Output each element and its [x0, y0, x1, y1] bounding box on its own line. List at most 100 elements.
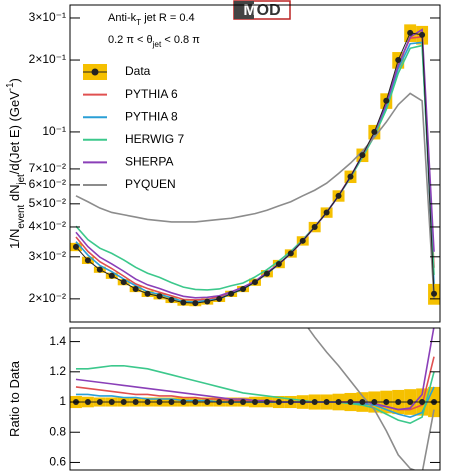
y-axis-label-part: Ratio to Data [7, 360, 22, 437]
data-point [240, 399, 247, 406]
y-tick-label: 2×10⁻¹ [29, 52, 66, 66]
logo-text: MOD [243, 2, 280, 19]
data-point [108, 272, 115, 279]
y-tick-label: 6×10⁻² [29, 177, 66, 191]
y-axis-label-part: -1 [5, 82, 16, 91]
data-point [72, 243, 79, 250]
legend-label: PYTHIA 8 [125, 109, 178, 123]
data-point [311, 223, 318, 230]
data-point [263, 270, 270, 277]
y-axis-label-part: 1/N [7, 229, 22, 249]
data-point [335, 399, 342, 406]
y-axis-label-part: jet [16, 174, 27, 186]
data-point [419, 399, 426, 406]
annotation-part: < 0.8 π [161, 34, 200, 46]
model-line [75, 92, 435, 299]
annotation-part: jet [152, 40, 162, 49]
data-point [347, 399, 354, 406]
data-point [263, 399, 270, 406]
data-point [299, 399, 306, 406]
y-tick-label: 3×10⁻² [29, 249, 66, 263]
data-point [96, 399, 103, 406]
data-point [228, 290, 235, 297]
data-point [192, 300, 199, 307]
data-point [144, 399, 151, 406]
y-tick-label: 1 [59, 394, 66, 408]
y-axis-label-part: /d(Jet E) (GeV [7, 91, 22, 174]
y-axis-label-part: ) [7, 78, 22, 82]
data-point [228, 399, 235, 406]
data-point [144, 290, 151, 297]
data-point [407, 399, 414, 406]
data-point [395, 57, 402, 64]
data-point [287, 399, 294, 406]
data-point [275, 399, 282, 406]
y-axis-label-part: dN [7, 185, 22, 205]
data-point [323, 209, 330, 216]
legend-label: HERWIG 7 [125, 132, 184, 146]
annotation: Anti-kT jet R = 0.4 [108, 12, 195, 27]
data-point [419, 31, 426, 38]
y-axis-label: Ratio to Data [7, 360, 22, 437]
legend-label: PYQUEN [125, 177, 176, 191]
data-point [431, 290, 438, 297]
axes-frame [69, 327, 441, 471]
data-point [156, 399, 163, 406]
data-point [180, 399, 187, 406]
model-line [307, 328, 435, 470]
data-point [108, 399, 115, 406]
data-point [323, 399, 330, 406]
axes-frame [69, 4, 441, 323]
plot-area [70, 24, 440, 307]
model-line [75, 364, 435, 425]
data-point [371, 399, 378, 406]
data-point [168, 399, 175, 406]
annotation-part: Anti-k [108, 12, 137, 24]
data-point [359, 152, 366, 159]
data-point [371, 128, 378, 135]
legend-label: SHERPA [125, 155, 173, 169]
data-point [407, 29, 414, 36]
y-axis-label: 1/Nevent dNjet/d(Jet E) (GeV-1) [5, 78, 27, 249]
data-point [252, 279, 258, 286]
data-point [84, 399, 91, 406]
data-point [395, 399, 402, 406]
y-axis-label-part: event [16, 204, 27, 228]
data-point [156, 293, 163, 300]
data-point [347, 173, 354, 180]
logo: MOD [233, 0, 291, 20]
y-tick-label: 0.8 [49, 424, 66, 438]
data-point [120, 279, 127, 286]
y-tick-label: 7×10⁻² [29, 161, 66, 175]
y-tick-label: 5×10⁻² [29, 196, 66, 210]
data-point [287, 250, 294, 257]
annotation-part: T [136, 18, 141, 27]
data-point [383, 399, 390, 406]
data-point [132, 285, 139, 292]
y-tick-label: 1.4 [49, 334, 66, 348]
data-point [120, 399, 127, 406]
data-point [192, 399, 199, 406]
plot-area [70, 328, 440, 470]
data-point [216, 399, 223, 406]
data-point [204, 298, 211, 305]
data-point [335, 192, 342, 199]
data-point [216, 295, 223, 302]
data-point [299, 237, 306, 244]
y-tick-label: 0.6 [49, 455, 66, 469]
data-point [96, 266, 103, 273]
data-point [84, 257, 91, 264]
data-point [180, 299, 187, 306]
data-point [275, 260, 282, 267]
y-tick-label: 1.2 [49, 364, 66, 378]
legend-label: Data [125, 64, 151, 78]
data-point [132, 399, 139, 406]
data-point [252, 399, 258, 406]
annotation-part: jet R = 0.4 [141, 12, 195, 24]
data-point [383, 97, 390, 104]
data-point [204, 399, 211, 406]
y-tick-label: 2×10⁻² [29, 291, 66, 305]
legend-swatch [91, 68, 99, 76]
y-tick-label: 4×10⁻² [29, 219, 66, 233]
